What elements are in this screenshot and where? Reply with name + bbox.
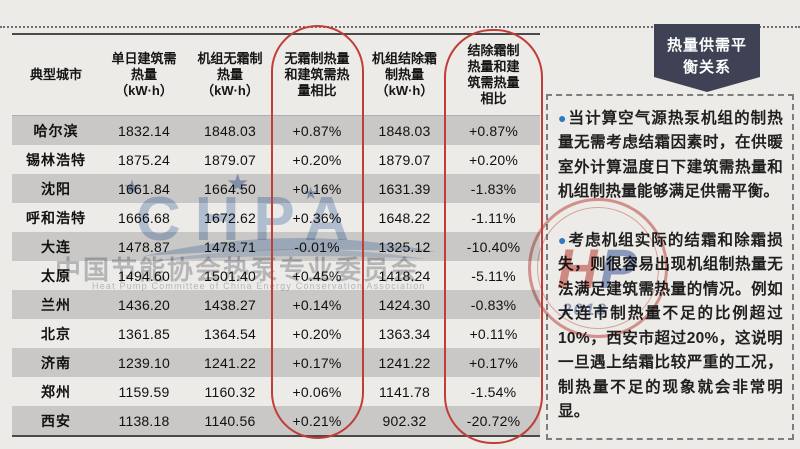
value-cell: +0.87% (468, 122, 519, 139)
value-cell: +0.06% (292, 383, 342, 400)
value-cell: 1879.07 (378, 151, 431, 168)
table-row: 锡林浩特 1875.24 1879.07 +0.20% 1879.07 +0.20% (12, 145, 540, 174)
value-cell: 1879.07 (203, 151, 256, 168)
note-text-2: 考虑机组实际的结霜和除霜损失，则很容易出现机组制热量无法满足建筑需热量的情况。例… (558, 231, 783, 421)
value-cell: +0.36% (292, 209, 342, 226)
value-cell: 1631.39 (378, 180, 431, 197)
value-cell: 1424.30 (378, 296, 431, 313)
city-cell: 郑州 (41, 383, 71, 400)
value-cell: 1478.71 (203, 238, 256, 255)
value-cell: 1364.54 (203, 325, 256, 342)
value-cell: 1648.22 (378, 209, 431, 226)
value-cell: 1666.68 (117, 209, 170, 226)
value-cell: 1478.87 (117, 238, 170, 255)
value-cell: +0.20% (292, 325, 342, 342)
value-cell: +0.16% (292, 180, 342, 197)
city-cell: 大连 (41, 238, 71, 255)
city-cell: 沈阳 (41, 180, 71, 197)
header-frostfree-ratio: 无霜制热量 和建筑需热 量相比 (284, 50, 350, 99)
value-cell: +0.21% (292, 412, 342, 429)
value-cell: +0.11% (469, 325, 518, 342)
header-defrost-heat: 机组结除霜 制热量 （kW·h） (371, 50, 437, 99)
section-title: 热量供需平 衡关系 (666, 37, 747, 76)
value-cell: -1.54% (470, 383, 517, 400)
value-cell: 1239.10 (117, 354, 170, 371)
value-cell: 1832.14 (117, 122, 170, 139)
top-dotted-divider (0, 26, 800, 28)
value-cell: 1141.78 (379, 383, 430, 400)
value-cell: -20.72% (466, 412, 521, 429)
city-cell: 西安 (41, 412, 71, 429)
value-cell: 1664.50 (203, 180, 256, 197)
note-text-1: 当计算空气源热泵机组的制热量无需考虑结霜因素时，在供暖室外计算温度日下建筑需热量… (558, 110, 783, 201)
value-cell: 1140.56 (204, 412, 256, 429)
table-body: 哈尔滨 1832.14 1848.03 +0.87% 1848.03 +0.87% 锡林浩特… (12, 116, 540, 435)
value-cell: 902.32 (382, 412, 427, 429)
table-row: 大连 1478.87 1478.71 -0.01% 1325.12 -10.40% (12, 232, 540, 261)
section-banner: 热量供需平 衡关系 (654, 24, 760, 92)
table-row: 济南 1239.10 1241.22 +0.17% 1241.22 +0.17% (12, 348, 540, 377)
bullet-icon: ● (558, 110, 568, 126)
value-cell: 1241.22 (378, 354, 431, 371)
city-cell: 锡林浩特 (26, 151, 86, 168)
value-cell: 1438.27 (203, 296, 256, 313)
city-cell: 兰州 (41, 296, 71, 313)
value-cell: +0.20% (292, 151, 342, 168)
header-defrost-ratio: 结除霜制 热量和建 筑需热量 相比 (467, 42, 520, 107)
notes-box: ●当计算空气源热泵机组的制热量无需考虑结霜因素时，在供暖室外计算温度日下建筑需热… (546, 94, 794, 440)
value-cell: 1436.20 (117, 296, 170, 313)
city-cell: 济南 (41, 354, 71, 371)
table-row: 呼和浩特 1666.68 1672.62 +0.36% 1648.22 -1.11% (12, 203, 540, 232)
value-cell: -10.40% (466, 238, 521, 255)
value-cell: -0.01% (294, 238, 340, 255)
table-row: 西安 1138.18 1140.56 +0.21% 902.32 -20.72% (12, 406, 540, 435)
table-row: 沈阳 1661.84 1664.50 +0.16% 1631.39 -1.83% (12, 174, 540, 203)
value-cell: 1241.22 (203, 354, 256, 371)
value-cell: -0.83% (470, 296, 517, 313)
value-cell: +0.45% (292, 267, 342, 284)
value-cell: 1848.03 (378, 122, 431, 139)
city-cell: 哈尔滨 (33, 122, 79, 139)
header-frostfree-heat: 机组无霜制 热量 （kW·h） (197, 50, 263, 99)
table-row: 哈尔滨 1832.14 1848.03 +0.87% 1848.03 +0.87% (12, 116, 540, 145)
value-cell: 1875.24 (117, 151, 170, 168)
value-cell: 1848.03 (203, 122, 256, 139)
city-cell: 太原 (41, 267, 71, 284)
city-heat-table: 典型城市 单日建筑需 热量 （kW·h） 机组无霜制 热量 （kW·h） 无霜制… (12, 33, 540, 437)
value-cell: 1501.40 (203, 267, 256, 284)
table-row: 郑州 1159.59 1160.32 +0.06% 1141.78 -1.54% (12, 377, 540, 406)
value-cell: 1494.60 (117, 267, 170, 284)
note-paragraph-2: ●考虑机组实际的结霜和除霜损失，则很容易出现机组制热量无法满足建筑需热量的情况。… (558, 229, 783, 425)
value-cell: +0.20% (468, 151, 519, 168)
header-daily-demand: 单日建筑需 热量 （kW·h） (111, 50, 177, 99)
value-cell: 1361.85 (117, 325, 170, 342)
value-cell: -1.83% (470, 180, 517, 197)
header-city: 典型城市 (29, 66, 82, 82)
value-cell: -1.11% (471, 209, 516, 226)
value-cell: +0.17% (468, 354, 519, 371)
note-paragraph-1: ●当计算空气源热泵机组的制热量无需考虑结霜因素时，在供暖室外计算温度日下建筑需热… (558, 107, 783, 205)
value-cell: +0.17% (292, 354, 342, 371)
bullet-icon: ● (558, 231, 568, 248)
value-cell: 1672.62 (203, 209, 256, 226)
value-cell: +0.14% (292, 296, 342, 313)
value-cell: +0.87% (292, 122, 342, 139)
value-cell: 1418.24 (378, 267, 431, 284)
city-cell: 呼和浩特 (26, 209, 86, 226)
table-header-row: 典型城市 单日建筑需 热量 （kW·h） 机组无霜制 热量 （kW·h） 无霜制… (12, 35, 540, 116)
table-row: 太原 1494.60 1501.40 +0.45% 1418.24 -5.11% (12, 261, 540, 290)
city-cell: 北京 (41, 325, 71, 342)
value-cell: 1160.32 (204, 383, 256, 400)
table-row: 北京 1361.85 1364.54 +0.20% 1363.34 +0.11% (12, 319, 540, 348)
value-cell: -5.11% (471, 267, 516, 284)
value-cell: 1363.34 (378, 325, 431, 342)
value-cell: 1661.84 (117, 180, 170, 197)
table-row: 兰州 1436.20 1438.27 +0.14% 1424.30 -0.83% (12, 290, 540, 319)
value-cell: 1325.12 (378, 238, 431, 255)
value-cell: 1159.59 (118, 383, 170, 400)
value-cell: 1138.18 (118, 412, 170, 429)
